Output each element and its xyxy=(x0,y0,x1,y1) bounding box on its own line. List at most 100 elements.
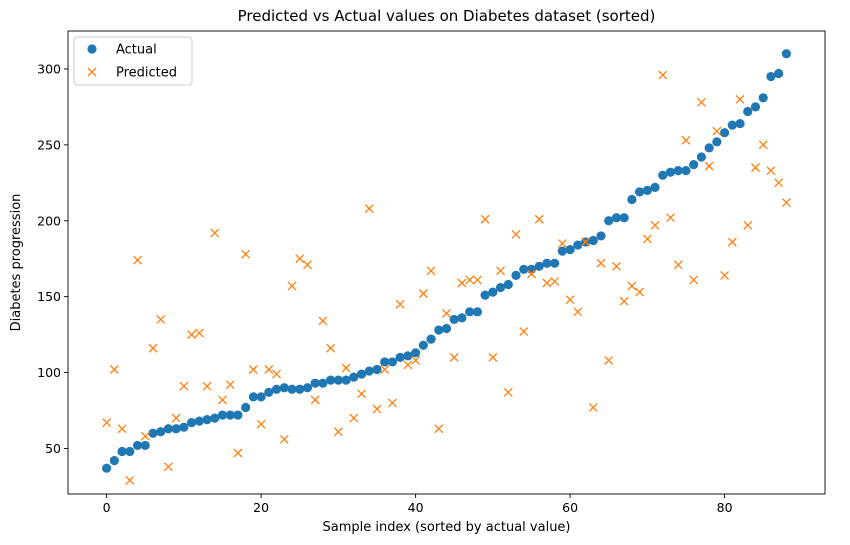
actual-point xyxy=(696,152,707,162)
actual-point xyxy=(743,106,753,117)
x-axis-label: Sample index (sorted by actual value) xyxy=(322,520,570,535)
predicted-point xyxy=(604,355,614,365)
predicted-point xyxy=(488,352,498,362)
predicted-point xyxy=(125,475,135,485)
y-tick-label: 50 xyxy=(45,441,61,456)
actual-point xyxy=(750,102,761,112)
predicted-point xyxy=(550,277,560,286)
actual-point xyxy=(349,372,359,382)
actual-point xyxy=(642,185,652,195)
predicted-point xyxy=(758,140,768,150)
actual-point xyxy=(627,194,637,205)
predicted-point xyxy=(766,166,776,176)
predicted-point xyxy=(573,307,583,317)
y-tick-label: 150 xyxy=(37,289,61,304)
actual-point xyxy=(403,351,413,361)
predicted-point xyxy=(465,275,475,285)
actual-point xyxy=(102,463,112,473)
actual-point xyxy=(202,415,212,425)
predicted-point xyxy=(743,220,753,230)
legend-box xyxy=(73,36,193,86)
actual-point xyxy=(387,357,398,367)
actual-point xyxy=(302,383,313,393)
actual-point xyxy=(503,279,513,290)
series-actual xyxy=(102,49,791,473)
actual-point xyxy=(712,137,722,147)
actual-point xyxy=(125,446,135,457)
predicted-point xyxy=(434,424,444,434)
x-tick-label: 20 xyxy=(253,500,269,515)
predicted-point xyxy=(472,275,482,285)
predicted-point xyxy=(581,237,591,247)
predicted-point xyxy=(163,462,173,472)
actual-point xyxy=(179,422,189,432)
actual-point xyxy=(372,364,382,375)
actual-point xyxy=(287,384,297,394)
predicted-point xyxy=(256,419,266,429)
y-axis: 50 100 150 200 250 300 xyxy=(37,61,68,456)
predicted-point xyxy=(171,413,181,423)
plot-frame xyxy=(67,30,826,495)
predicted-point xyxy=(751,163,760,173)
predicted-point xyxy=(333,427,343,437)
predicted-point xyxy=(295,254,305,264)
predicted-point xyxy=(302,260,312,270)
actual-point xyxy=(156,427,166,437)
actual-point xyxy=(364,366,374,376)
predicted-point xyxy=(696,97,706,107)
predicted-point xyxy=(156,314,166,324)
predicted-point xyxy=(287,281,297,291)
actual-point xyxy=(488,287,498,297)
series-layer xyxy=(102,49,791,485)
predicted-point xyxy=(681,135,691,145)
predicted-point xyxy=(642,234,652,244)
predicted-point xyxy=(194,328,204,338)
actual-point xyxy=(318,378,328,388)
y-tick-label: 300 xyxy=(37,61,61,76)
predicted-point xyxy=(364,204,374,214)
x-axis: 0 20 40 60 80 xyxy=(103,494,733,515)
predicted-point xyxy=(689,275,699,285)
actual-point xyxy=(480,290,490,300)
series-predicted xyxy=(102,70,791,485)
actual-point xyxy=(341,375,351,385)
predicted-point xyxy=(503,387,513,397)
actual-point xyxy=(465,307,475,317)
predicted-point xyxy=(380,365,390,374)
predicted-point xyxy=(534,214,544,224)
predicted-point xyxy=(457,278,467,288)
predicted-point xyxy=(225,380,235,390)
actual-point xyxy=(333,375,343,385)
predicted-point xyxy=(264,365,274,374)
predicted-point xyxy=(341,363,351,373)
actual-point xyxy=(132,440,143,451)
actual-point xyxy=(735,119,745,129)
predicted-point xyxy=(218,395,227,405)
predicted-point xyxy=(596,258,606,268)
actual-point xyxy=(758,93,768,103)
predicted-point xyxy=(233,448,243,458)
predicted-point xyxy=(187,330,197,340)
actual-point xyxy=(511,270,521,281)
actual-point xyxy=(689,159,699,170)
actual-point xyxy=(279,383,289,393)
predicted-point xyxy=(241,249,251,259)
actual-point xyxy=(519,264,529,274)
predicted-point xyxy=(179,381,189,391)
actual-point xyxy=(457,313,467,323)
predicted-point xyxy=(673,260,683,270)
actual-point xyxy=(418,340,428,350)
predicted-point xyxy=(387,398,397,408)
actual-point xyxy=(588,235,598,246)
predicted-point xyxy=(635,287,645,297)
predicted-point xyxy=(426,266,436,276)
actual-point xyxy=(766,71,776,82)
predicted-point xyxy=(774,178,784,188)
predicted-point xyxy=(527,269,536,279)
y-tick-label: 200 xyxy=(37,213,61,228)
actual-point xyxy=(225,410,235,420)
actual-point xyxy=(310,378,320,388)
predicted-point xyxy=(619,296,629,306)
actual-point xyxy=(295,384,305,394)
predicted-point xyxy=(248,365,258,374)
